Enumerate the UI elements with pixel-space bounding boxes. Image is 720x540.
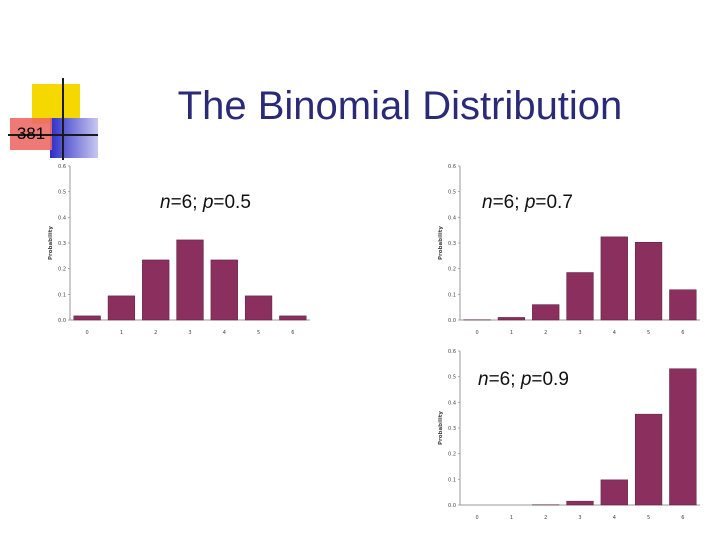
bar-3: [566, 272, 594, 321]
x-tick-label: 3: [578, 515, 581, 521]
chart-p05: 0.0 0.1 0.2 0.3 0.4 0.5 0.6 Probability 0 1 2 3 4 5 6 n…: [48, 164, 310, 336]
x-tick-label: 2: [544, 515, 547, 521]
x-tick-label: 5: [257, 330, 260, 336]
bar-4: [600, 479, 628, 506]
x-tick-label: 2: [544, 330, 547, 336]
y-tick-label: 0.2: [448, 452, 456, 458]
x-tick-label: 3: [578, 330, 581, 336]
bar-6: [279, 315, 307, 321]
y-tick-label: 0.3: [448, 241, 456, 247]
chart-title: n=6; p=0.9: [478, 369, 569, 390]
chart-p09: 0.0 0.1 0.2 0.3 0.4 0.5 0.6 Probability 0 1 2 3 4 5 6 n…: [438, 349, 700, 521]
y-tick-label: 0.4: [448, 215, 456, 221]
x-tick-label: 6: [681, 515, 684, 521]
bar-5: [634, 413, 663, 506]
bar-2: [532, 304, 560, 321]
y-tick-label: 0.1: [448, 292, 456, 298]
y-tick-label: 0.5: [58, 190, 66, 196]
deco-yellow-square: [32, 84, 80, 124]
x-tick-label: 6: [291, 330, 294, 336]
y-axis-label: Probability: [438, 411, 444, 445]
y-tick-label: 0.1: [448, 477, 456, 483]
x-tick-label: 3: [188, 330, 191, 336]
chart-p07: 0.0 0.1 0.2 0.3 0.4 0.5 0.6 Probability 0 1 2 3 4 5 6 n…: [438, 164, 700, 336]
y-tick-label: 0.4: [448, 400, 456, 406]
y-tick-label: 0.1: [58, 292, 66, 298]
bar-5: [244, 295, 273, 321]
y-axis-label: Probability: [48, 226, 54, 260]
deco-blue-gradient: [50, 118, 98, 158]
x-tick-label: 6: [681, 330, 684, 336]
y-tick-label: 0.6: [448, 349, 456, 355]
bar-1: [107, 295, 136, 321]
x-tick-label: 0: [476, 515, 479, 521]
y-tick-label: 0.3: [58, 241, 66, 247]
y-tick-label: 0.4: [58, 215, 66, 221]
bar-2: [142, 259, 170, 321]
bar-6: [669, 289, 697, 321]
y-tick-label: 0.3: [448, 426, 456, 432]
y-tick-label: 0.6: [58, 164, 66, 170]
bar-4: [210, 259, 238, 321]
y-tick-label: 0.0: [448, 318, 456, 324]
chart-title: n=6; p=0.7: [482, 192, 573, 213]
bar-5: [634, 241, 663, 321]
bar-6: [669, 368, 697, 506]
x-tick-label: 1: [510, 515, 513, 521]
x-tick-label: 2: [154, 330, 157, 336]
x-tick-label: 1: [120, 330, 123, 336]
y-tick-label: 0.5: [448, 375, 456, 381]
x-tick-label: 4: [613, 515, 616, 521]
bar-3: [176, 239, 204, 321]
bar-0: [73, 315, 101, 321]
deco-vertical-line: [62, 78, 64, 160]
y-tick-label: 0.0: [58, 318, 66, 324]
bar-1: [497, 317, 526, 321]
x-tick-label: 0: [476, 330, 479, 336]
x-tick-label: 5: [647, 515, 650, 521]
bar-4: [600, 236, 628, 321]
x-tick-label: 4: [223, 330, 226, 336]
y-tick-label: 0.0: [448, 503, 456, 509]
y-tick-label: 0.5: [448, 190, 456, 196]
x-tick-label: 0: [86, 330, 89, 336]
x-tick-label: 5: [647, 330, 650, 336]
y-axis-label: Probability: [438, 226, 444, 260]
deco-horizontal-line: [8, 134, 98, 136]
slide-number: 381: [16, 124, 46, 143]
x-tick-label: 4: [613, 330, 616, 336]
slide-title: The Binomial Distribution: [177, 84, 623, 128]
x-tick-label: 1: [510, 330, 513, 336]
y-tick-label: 0.6: [448, 164, 456, 170]
chart-title: n=6; p=0.5: [160, 192, 251, 213]
y-tick-label: 0.2: [448, 267, 456, 273]
y-tick-label: 0.2: [58, 267, 66, 273]
bar-3: [566, 500, 594, 506]
